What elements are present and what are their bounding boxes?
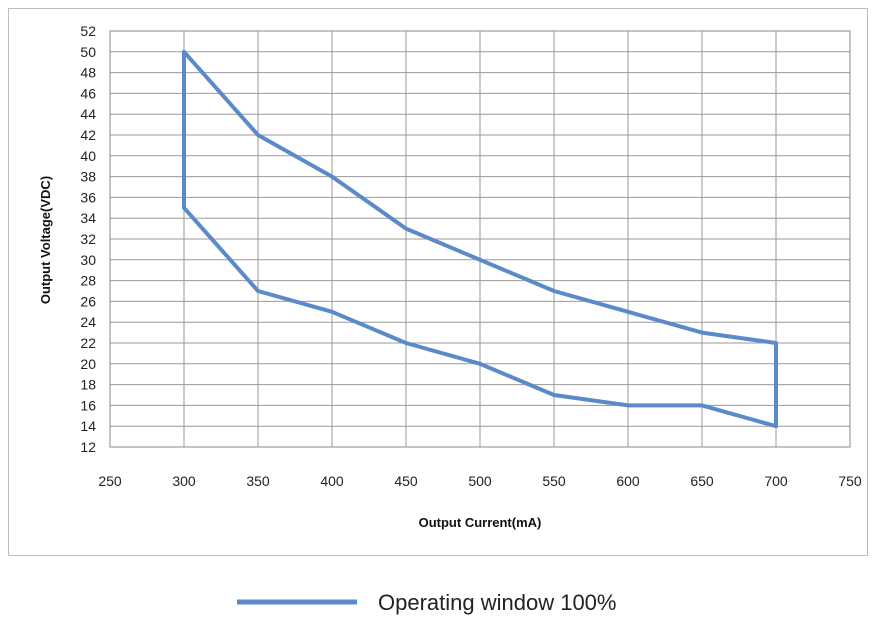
y-tick-label: 36 (80, 189, 96, 205)
y-tick-label: 22 (80, 335, 96, 351)
y-tick-label: 14 (80, 418, 96, 434)
x-tick-label: 350 (246, 473, 270, 489)
x-tick-label: 450 (394, 473, 418, 489)
y-tick-label: 44 (80, 106, 96, 122)
y-tick-label: 46 (80, 85, 96, 101)
y-tick-label: 20 (80, 356, 96, 372)
x-axis-label: Output Current(mA) (419, 515, 542, 530)
y-tick-label: 26 (80, 293, 96, 309)
x-tick-label: 700 (764, 473, 788, 489)
y-tick-label: 12 (80, 439, 96, 455)
y-axis-label: Output Voltage(VDC) (38, 176, 53, 304)
x-tick-label: 400 (320, 473, 344, 489)
x-tick-label: 250 (98, 473, 122, 489)
legend-label: Operating window 100% (378, 590, 616, 615)
y-tick-label: 24 (80, 314, 96, 330)
series-layer (182, 49, 778, 429)
x-tick-label: 650 (690, 473, 714, 489)
y-tick-label: 34 (80, 210, 96, 226)
y-tick-label: 50 (80, 44, 96, 60)
y-tick-label: 40 (80, 148, 96, 164)
legend: Operating window 100% (237, 590, 616, 615)
chart-frame (8, 8, 868, 556)
y-tick-label: 38 (80, 169, 96, 185)
axes (109, 30, 851, 448)
y-tick-label: 16 (80, 397, 96, 413)
tick-labels: 12 14 16 18 20 22 24 26 28 30 32 34 36 38 40 42 44 46 48 50… (80, 23, 861, 489)
y-tick-label: 28 (80, 273, 96, 289)
y-tick-label: 42 (80, 127, 96, 143)
plot-area-border (109, 30, 851, 448)
x-tick-label: 500 (468, 473, 492, 489)
series-line (182, 49, 778, 429)
x-tick-label: 750 (838, 473, 862, 489)
x-tick-label: 600 (616, 473, 640, 489)
x-tick-label: 550 (542, 473, 566, 489)
y-tick-label: 32 (80, 231, 96, 247)
y-tick-label: 18 (80, 377, 96, 393)
y-tick-label: 52 (80, 23, 96, 39)
y-tick-label: 48 (80, 65, 96, 81)
x-tick-label: 300 (172, 473, 196, 489)
y-tick-label: 30 (80, 252, 96, 268)
